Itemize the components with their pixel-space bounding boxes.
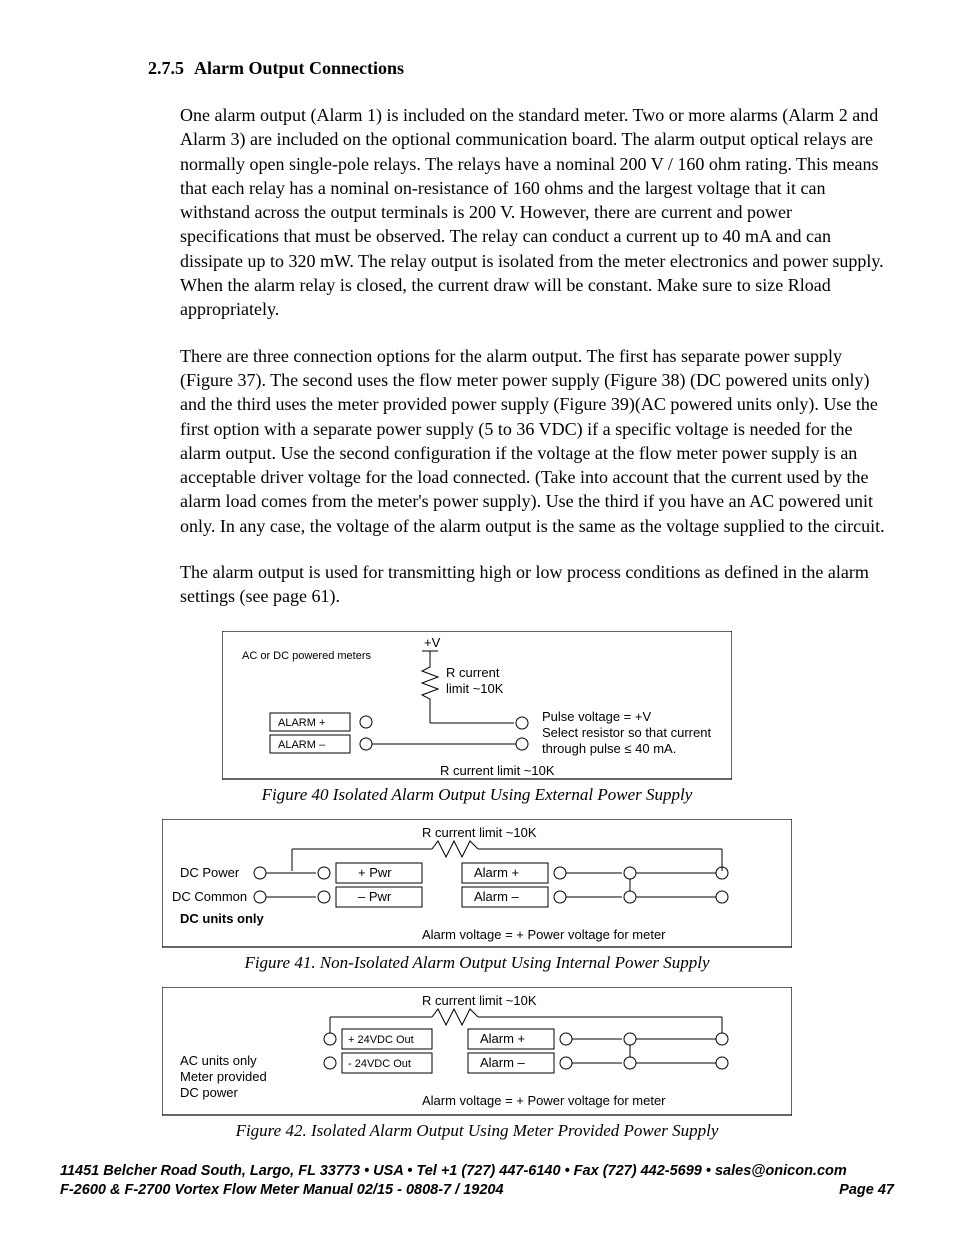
fig40-top-note: AC or DC powered meters [242, 650, 371, 662]
figure-42-caption: Figure 42. Isolated Alarm Output Using M… [60, 1121, 894, 1141]
section-heading: 2.7.5 Alarm Output Connections [148, 58, 894, 79]
figure-41-diagram: R current limit ~10K DC Power DC Common … [162, 819, 792, 949]
fig40-note3: through pulse ≤ 40 mA. [542, 741, 676, 756]
fig42-alarm-minus: Alarm – [480, 1055, 526, 1070]
fig41-top-r: R current limit ~10K [422, 825, 537, 840]
footer-line-1: 11451 Belcher Road South, Largo, FL 3377… [60, 1162, 894, 1182]
fig40-alarm-minus: ALARM – [278, 739, 326, 751]
paragraph-3: The alarm output is used for transmittin… [180, 560, 894, 609]
fig40-bottom-r: R current limit ~10K [440, 763, 555, 778]
fig41-bottom: Alarm voltage = + Power voltage for mete… [422, 927, 666, 942]
body-text: One alarm output (Alarm 1) is included o… [180, 103, 894, 609]
figure-40-caption: Figure 40 Isolated Alarm Output Using Ex… [60, 785, 894, 805]
page: 2.7.5 Alarm Output Connections One alarm… [0, 0, 954, 1235]
fig42-note2: Meter provided [180, 1069, 267, 1084]
fig41-dc-power: DC Power [180, 865, 240, 880]
fig40-plus-v: +V [424, 635, 441, 650]
fig41-alarm-minus: Alarm – [474, 889, 520, 904]
paragraph-2: There are three connection options for t… [180, 344, 894, 538]
figure-40-diagram: AC or DC powered meters +V R current lim… [222, 631, 732, 781]
fig40-note1: Pulse voltage = +V [542, 709, 651, 724]
fig42-v24m: - 24VDC Out [348, 1058, 411, 1070]
figure-42-diagram: R current limit ~10K + 24VDC Out Alarm +… [162, 987, 792, 1117]
fig40-alarm-plus: ALARM + [278, 717, 325, 729]
section-title: Alarm Output Connections [194, 58, 404, 79]
fig40-r-line2: limit ~10K [446, 681, 504, 696]
fig42-alarm-plus: Alarm + [480, 1031, 525, 1046]
fig42-v24p: + 24VDC Out [348, 1034, 414, 1046]
fig42-note1: AC units only [180, 1053, 257, 1068]
footer-line-2-right: Page 47 [839, 1181, 894, 1201]
figure-41-caption: Figure 41. Non-Isolated Alarm Output Usi… [60, 953, 894, 973]
fig41-alarm-plus: Alarm + [474, 865, 519, 880]
paragraph-1: One alarm output (Alarm 1) is included o… [180, 103, 894, 322]
fig42-bottom: Alarm voltage = + Power voltage for mete… [422, 1093, 666, 1108]
footer-line-2-left: F-2600 & F-2700 Vortex Flow Meter Manual… [60, 1181, 504, 1201]
fig41-dc-common: DC Common [172, 889, 247, 904]
fig42-top-r: R current limit ~10K [422, 993, 537, 1008]
fig42-note3: DC power [180, 1085, 238, 1100]
fig40-note2: Select resistor so that current [542, 725, 711, 740]
page-footer: 11451 Belcher Road South, Largo, FL 3377… [60, 1162, 894, 1201]
section-number: 2.7.5 [148, 58, 194, 79]
fig41-units-note: DC units only [180, 911, 265, 926]
fig41-minus-pwr: – Pwr [358, 889, 392, 904]
fig41-plus-pwr: + Pwr [358, 865, 392, 880]
fig40-r-line1: R current [446, 665, 500, 680]
